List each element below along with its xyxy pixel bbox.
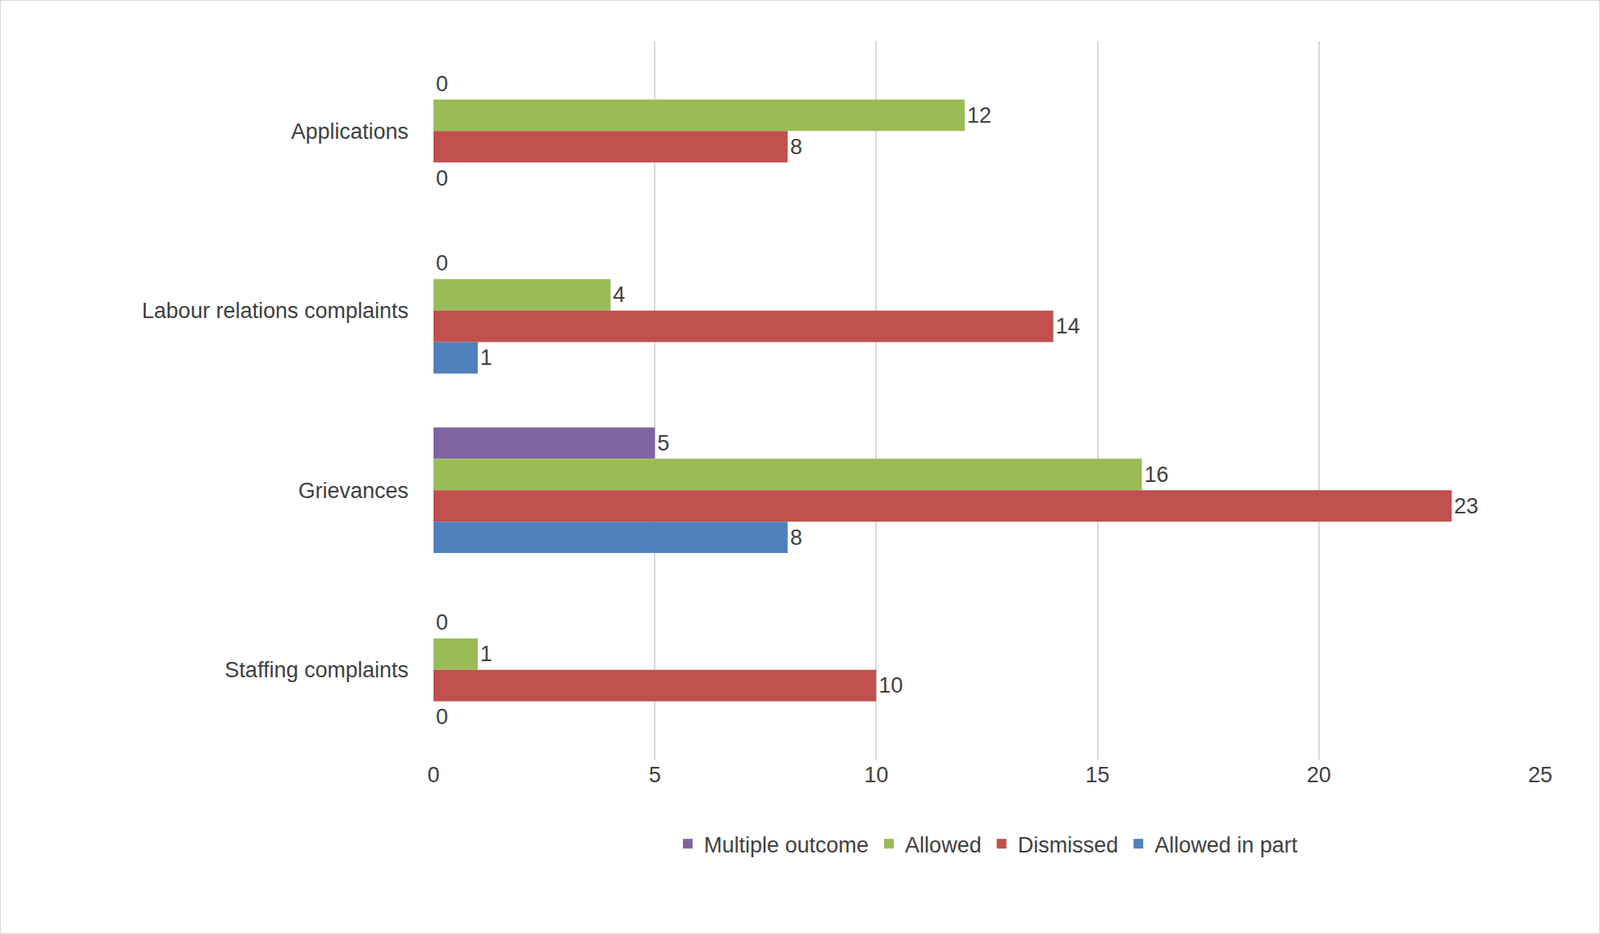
svg-text:Grievances: Grievances — [297, 478, 409, 503]
svg-text:20: 20 — [1306, 762, 1332, 788]
svg-text:10: 10 — [878, 673, 903, 698]
svg-text:5: 5 — [657, 431, 670, 456]
svg-text:1: 1 — [480, 641, 493, 666]
svg-text:4: 4 — [612, 282, 625, 307]
svg-text:14: 14 — [1055, 314, 1081, 339]
svg-text:0: 0 — [435, 71, 449, 97]
svg-text:8: 8 — [790, 134, 803, 160]
svg-text:15: 15 — [1085, 762, 1110, 788]
svg-text:16: 16 — [1143, 462, 1169, 487]
svg-text:1: 1 — [480, 345, 493, 370]
svg-text:Labour relations complaints: Labour relations complaints — [142, 298, 409, 323]
svg-text:8: 8 — [790, 525, 803, 550]
svg-text:Staffing complaints: Staffing complaints — [224, 657, 409, 683]
svg-text:10: 10 — [863, 762, 888, 788]
svg-text:Dismissed: Dismissed — [1017, 833, 1119, 858]
svg-text:12: 12 — [967, 103, 992, 128]
svg-text:0: 0 — [435, 704, 449, 729]
svg-text:Allowed in part: Allowed in part — [1154, 833, 1299, 858]
svg-text:Applications: Applications — [290, 119, 409, 144]
svg-text:0: 0 — [435, 610, 449, 635]
svg-text:5: 5 — [649, 762, 662, 788]
svg-text:23: 23 — [1453, 494, 1479, 519]
svg-text:0: 0 — [435, 166, 449, 191]
svg-text:0: 0 — [427, 762, 440, 788]
svg-text:0: 0 — [435, 251, 449, 276]
svg-text:25: 25 — [1528, 762, 1553, 788]
svg-text:Allowed: Allowed — [904, 833, 982, 858]
svg-text:Multiple outcome: Multiple outcome — [703, 833, 869, 858]
